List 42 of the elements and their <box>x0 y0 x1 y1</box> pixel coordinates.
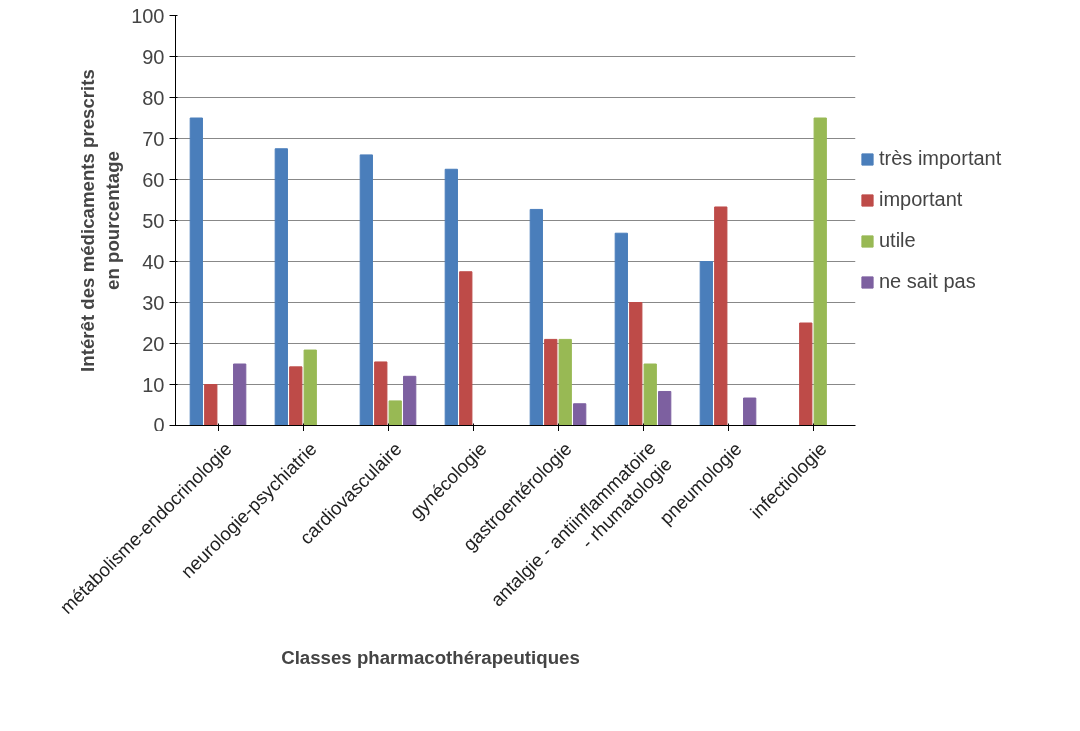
bar <box>544 338 558 426</box>
bar <box>388 400 402 426</box>
bar <box>204 384 218 426</box>
legend-label: important <box>879 188 963 211</box>
bar <box>529 208 543 426</box>
y-tick-label: 0 <box>153 413 165 436</box>
bar <box>799 322 813 426</box>
y-tick-label: 60 <box>142 168 165 191</box>
y-tick-label: 40 <box>142 250 165 273</box>
bar <box>614 232 628 426</box>
bar <box>714 206 728 426</box>
bar <box>558 338 572 426</box>
bar <box>573 403 587 426</box>
legend-label: ne sait pas <box>879 270 976 293</box>
y-tick-label: 10 <box>142 373 165 396</box>
bar <box>403 375 417 426</box>
x-axis-title: Classes pharmacothérapeutiques <box>281 646 580 668</box>
bar <box>743 397 757 426</box>
bar <box>189 117 203 426</box>
bar <box>303 349 317 426</box>
y-tick-label: 50 <box>142 209 165 232</box>
y-tick-label: 90 <box>142 45 165 68</box>
bar <box>274 148 288 426</box>
bar <box>643 363 657 426</box>
bar <box>444 168 458 426</box>
bar <box>359 154 373 426</box>
y-tick-label: 100 <box>131 4 165 27</box>
bar <box>658 390 672 426</box>
bar <box>629 302 643 426</box>
y-tick-label: 20 <box>142 332 165 355</box>
bar <box>289 366 303 426</box>
legend-label: utile <box>879 229 916 252</box>
bar <box>459 271 473 426</box>
y-tick-label: 70 <box>142 127 165 150</box>
bar <box>374 361 388 426</box>
bar <box>699 261 713 426</box>
y-tick-label: 30 <box>142 291 165 314</box>
y-tick-label: 80 <box>142 86 165 109</box>
bar <box>813 117 827 426</box>
legend-label: très important <box>879 147 1002 170</box>
y-axis-title: Intérêt des médicaments prescrits en pourcentage <box>76 69 124 372</box>
bar <box>233 363 247 426</box>
